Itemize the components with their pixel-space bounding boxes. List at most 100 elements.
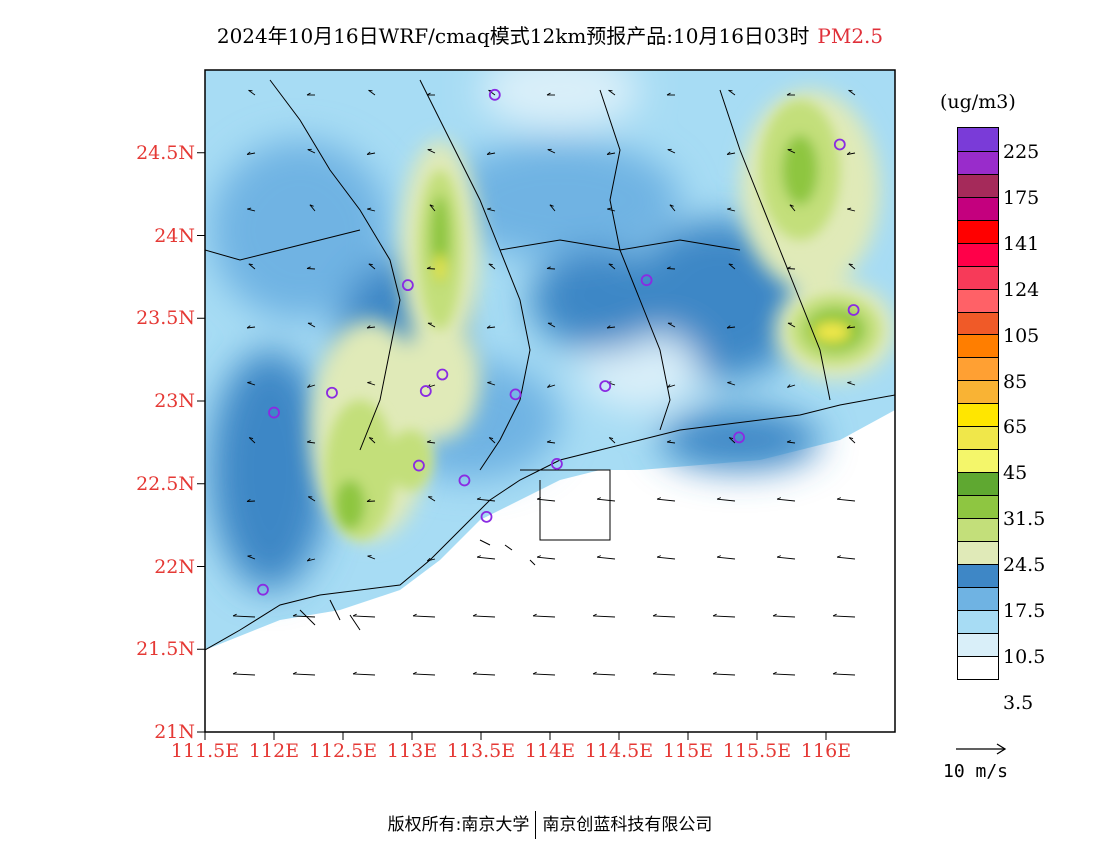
lon-tick-label: 113.5E xyxy=(446,740,516,762)
copyright-company: 南京创蓝科技有限公司 xyxy=(542,815,713,835)
wind-arrow xyxy=(607,207,616,212)
wind-arrow xyxy=(246,325,256,329)
wind-arrow xyxy=(232,671,256,676)
legend-swatch xyxy=(958,334,998,358)
lat-tick-label: 23N xyxy=(154,390,195,412)
wind-arrow xyxy=(487,381,496,386)
wind-arrow xyxy=(232,613,256,618)
wind-arrow xyxy=(786,440,796,444)
wind-arrow xyxy=(368,89,376,96)
wind-arrow xyxy=(487,207,496,212)
lon-tick-label: 111.5E xyxy=(170,740,240,762)
legend-label: 45 xyxy=(1003,462,1028,485)
wind-arrow xyxy=(536,555,556,560)
lon-tick-label: 112.5E xyxy=(308,740,378,762)
legend-swatch xyxy=(958,426,998,450)
wind-arrow xyxy=(412,613,436,618)
wind-arrow xyxy=(656,555,676,560)
wind-arrow xyxy=(786,266,796,270)
wind-arrow xyxy=(426,266,436,270)
wind-arrow xyxy=(427,322,436,328)
wind-arrow xyxy=(309,204,316,212)
copyright-footer: 版权所有:南京大学 南京创蓝科技有限公司 xyxy=(0,810,1100,839)
wind-arrow xyxy=(847,207,856,212)
legend-swatch xyxy=(958,242,998,266)
lat-tick-label: 24N xyxy=(154,224,195,247)
wind-vectors xyxy=(232,89,856,676)
wind-arrow xyxy=(486,151,496,155)
station-marker xyxy=(480,510,493,523)
wind-arrow xyxy=(608,89,616,96)
lat-tick-label: 21.5N xyxy=(136,638,195,661)
wind-arrow xyxy=(728,263,736,270)
color-legend xyxy=(957,127,999,680)
station-marker xyxy=(268,406,280,419)
wind-arrow xyxy=(846,325,856,329)
footer-divider xyxy=(535,811,537,839)
wind-arrow xyxy=(352,671,376,676)
wind-arrow xyxy=(366,325,376,329)
wind-arrow xyxy=(712,613,736,618)
wind-arrow xyxy=(772,671,796,676)
legend-swatch xyxy=(958,196,998,220)
wind-arrow xyxy=(546,266,556,270)
wind-arrow xyxy=(248,263,256,270)
station-marker xyxy=(412,459,425,472)
wind-arrow xyxy=(547,148,556,154)
wind-arrow xyxy=(306,266,316,270)
station-marker xyxy=(847,304,860,316)
wind-arrow xyxy=(727,207,736,212)
wind-arrow xyxy=(549,204,556,212)
wind-arrow xyxy=(306,92,315,96)
lon-tick-label: 116E xyxy=(800,740,852,762)
wind-arrow xyxy=(366,151,376,155)
wind-arrow xyxy=(787,384,796,388)
legend-label: 85 xyxy=(1003,370,1028,393)
wind-arrow xyxy=(596,497,616,502)
title-main: 2024年10月16日WRF/cmaq模式12km预报产品:10月16日03时 xyxy=(216,24,810,48)
wind-arrow xyxy=(547,384,556,388)
wind-arrow xyxy=(712,671,736,676)
wind-arrow xyxy=(608,263,616,270)
legend-label: 105 xyxy=(1003,324,1040,347)
wind-arrow xyxy=(247,555,256,560)
wind-arrow xyxy=(292,671,316,676)
wind-arrow xyxy=(666,266,676,270)
station-marker xyxy=(458,474,471,487)
station-marker xyxy=(436,368,449,381)
legend-label: 24.5 xyxy=(1003,554,1046,577)
legend-label: 141 xyxy=(1003,232,1040,255)
wind-arrow xyxy=(592,671,616,676)
wind-arrow xyxy=(726,325,736,329)
wind-arrow xyxy=(247,381,256,386)
legend-label: 31.5 xyxy=(1003,508,1046,531)
legend-swatch xyxy=(958,540,998,564)
station-marker xyxy=(401,279,414,292)
wind-arrow xyxy=(848,437,856,444)
wind-arrow xyxy=(848,263,856,270)
legend-swatch xyxy=(958,609,998,633)
station-marker xyxy=(257,583,269,596)
legend-label: 17.5 xyxy=(1003,600,1046,622)
station-marker xyxy=(551,457,563,470)
lat-tick-label: 24.5N xyxy=(136,141,195,164)
legend-label: 124 xyxy=(1003,278,1040,301)
legend-swatch xyxy=(958,632,998,656)
wind-arrow xyxy=(536,497,556,502)
legend-swatch xyxy=(958,655,998,679)
station-marker xyxy=(833,138,846,151)
coastline-borders xyxy=(205,79,895,651)
wind-arrow xyxy=(307,322,316,328)
wind-arrow xyxy=(488,437,496,444)
wind-reference-label: 10 m/s xyxy=(943,761,1009,782)
lon-tick-label: 112E xyxy=(248,740,300,762)
wind-arrow xyxy=(832,613,856,618)
legend-swatch xyxy=(958,265,998,289)
lon-tick-label: 115E xyxy=(662,740,714,762)
wind-arrow xyxy=(848,89,856,96)
wind-arrow xyxy=(728,89,736,96)
wind-arrow xyxy=(608,437,616,444)
station-marker xyxy=(640,274,653,287)
station-marker xyxy=(488,88,501,101)
